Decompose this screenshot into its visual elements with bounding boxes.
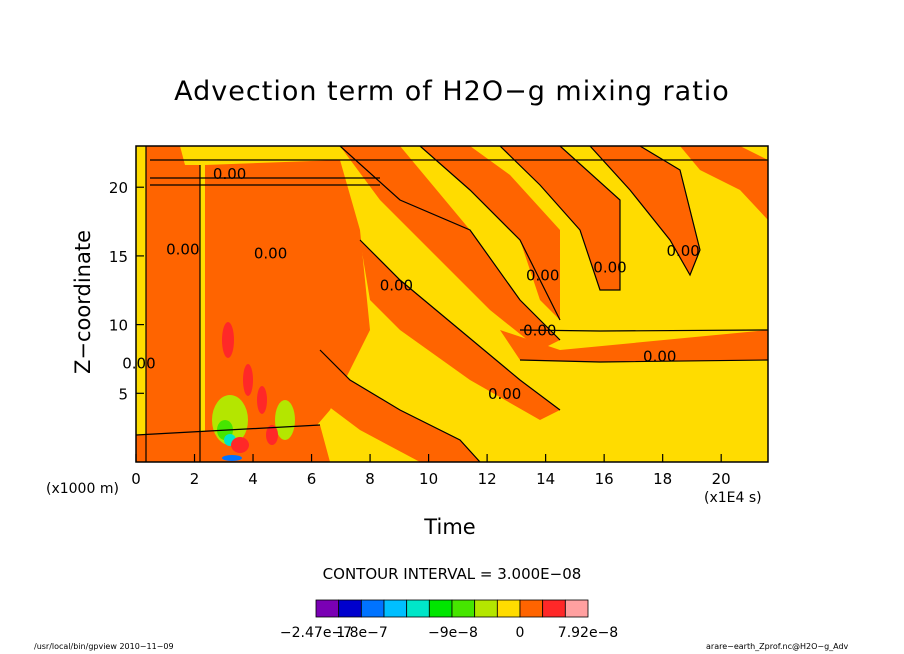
strong-positive-patch <box>266 425 278 445</box>
x-tick-label: 18 <box>653 470 672 488</box>
y-tick-label: 10 <box>109 317 128 335</box>
x-tick-label: 0 <box>131 470 141 488</box>
contour-value-label: 0.00 <box>593 258 626 276</box>
contour-line <box>519 359 768 363</box>
colorbar-tick-label: −9e−8 <box>428 625 478 641</box>
colorbar-labels: −2.47e−71.8e−7 −9e−8 0 7.92e−8 <box>280 625 618 641</box>
x-axis-label: Time <box>424 515 476 539</box>
contour-value-label: 0.00 <box>166 241 199 259</box>
contour-value-label: 0.00 <box>523 322 556 340</box>
contour-line <box>150 159 768 186</box>
colorbar-swatch <box>451 599 476 618</box>
orange-band <box>590 146 700 275</box>
x-tick-label: 16 <box>595 470 614 488</box>
colorbar-swatch <box>315 599 340 618</box>
colorbar-swatch <box>519 599 544 618</box>
contour-line <box>136 424 321 436</box>
colorbar-swatch <box>360 599 385 618</box>
colorbar-swatch <box>338 599 362 618</box>
contour-value-label: 0.00 <box>254 245 287 263</box>
x-tick-label: 12 <box>478 470 497 488</box>
contour-line <box>499 146 621 291</box>
footer-source-file: arare−earth_Zprof.nc@H2O−g_Adv <box>706 642 849 651</box>
negative-patch <box>275 400 295 440</box>
x-axis-ticks: 0 2 4 6 8 10 12 14 16 18 20 <box>131 454 731 488</box>
y-axis-label: Z−coordinate <box>71 230 95 374</box>
contour-line <box>359 239 561 411</box>
colorbar-swatch <box>542 599 566 618</box>
colorbar-swatch <box>474 599 498 618</box>
contour-value-label: 0.00 <box>666 242 699 260</box>
contour-value-label: 0.00 <box>643 348 676 366</box>
x-tick-label: 20 <box>712 470 731 488</box>
negative-patch <box>222 455 242 461</box>
footer-command-info: /usr/local/bin/gpview 2010−11−09 <box>34 642 174 651</box>
x-tick-label: 14 <box>536 470 555 488</box>
y-axis-unit: (x1000 m) <box>46 481 119 497</box>
orange-band <box>500 146 620 290</box>
orange-band <box>500 330 768 362</box>
colorbar-swatch <box>406 599 430 618</box>
y-axis-ticks: 5 10 15 20 <box>109 179 144 403</box>
orange-band <box>320 350 480 462</box>
y-tick-label: 20 <box>109 179 128 197</box>
colorbar-tick-label: 1.8e−7 <box>336 625 388 641</box>
contour-value-label: 0.00 <box>380 276 413 294</box>
x-tick-label: 8 <box>365 470 375 488</box>
strong-positive-patch <box>257 386 267 414</box>
contour-line <box>319 349 481 462</box>
x-axis-unit: (x1E4 s) <box>704 490 762 506</box>
orange-band <box>146 146 200 462</box>
contour-labels: 0.00 0.00 0.00 0.00 0.00 0.00 0.00 0.00 0.00 0.00… <box>122 165 700 403</box>
contour-value-label: 0.00 <box>122 355 155 373</box>
x-tick-label: 10 <box>419 470 438 488</box>
contour-line <box>519 329 768 332</box>
plot-frame <box>135 145 769 463</box>
strong-positive-patch <box>231 437 249 453</box>
orange-band <box>340 146 560 350</box>
strong-positive-patch <box>243 364 253 396</box>
contour-value-label: 0.00 <box>488 385 521 403</box>
colorbar-swatch <box>383 599 408 618</box>
orange-band <box>680 146 768 220</box>
y-tick-label: 5 <box>118 385 128 403</box>
colorbar-tick-label: 0 <box>516 625 525 641</box>
colorbar-swatch <box>428 599 453 618</box>
contour-interval-text: CONTOUR INTERVAL = 3.000E−08 <box>322 565 582 583</box>
contour-value-label: 0.00 <box>526 267 559 285</box>
contour-lines <box>136 146 768 462</box>
colorbar-tick-label: 7.92e−8 <box>558 625 618 641</box>
y-tick-label: 15 <box>109 248 128 266</box>
x-tick-label: 2 <box>190 470 200 488</box>
contour-line <box>589 146 701 277</box>
contour-line <box>339 146 561 341</box>
x-tick-label: 4 <box>248 470 258 488</box>
orange-band <box>420 146 560 320</box>
contour-value-label: 0.00 <box>213 165 246 183</box>
colorbar <box>315 599 589 618</box>
contour-fields <box>136 146 768 462</box>
colorbar-tick-label: −2.47e−7 <box>280 625 352 641</box>
x-tick-label: 6 <box>307 470 317 488</box>
y-axis-label-wrap: Z−coordinate <box>58 230 110 390</box>
contour-line <box>419 146 561 321</box>
chart-title: Advection term of H2O−g mixing ratio <box>174 76 730 107</box>
colorbar-swatch <box>496 599 521 618</box>
colorbar-swatch <box>564 599 589 618</box>
strong-positive-patch <box>222 322 234 358</box>
